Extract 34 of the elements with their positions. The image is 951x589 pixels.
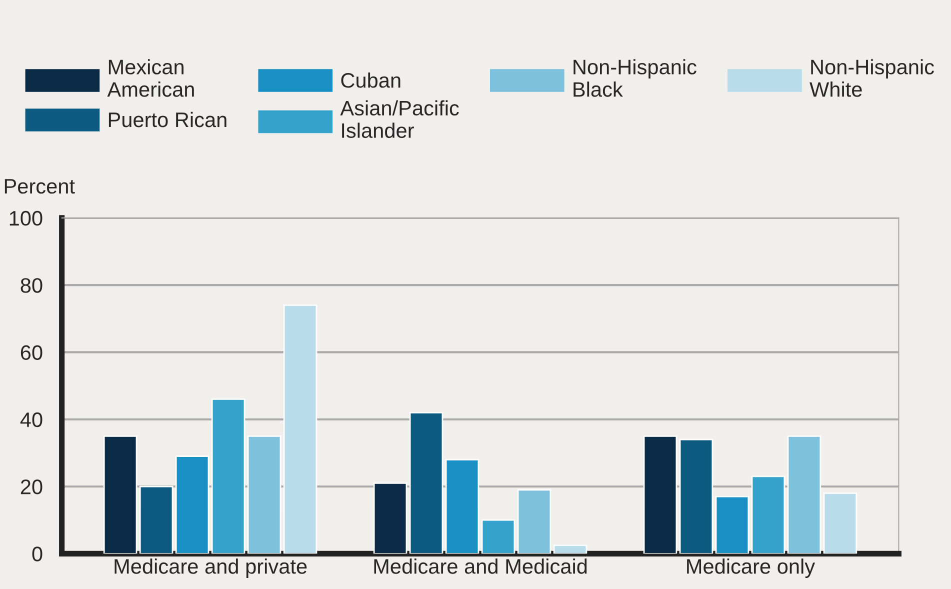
y-tick-label: 60 [20, 345, 42, 360]
legend-label: Asian/Pacific Islander [340, 100, 459, 138]
y-tick-label: 0 [32, 546, 42, 562]
bar [283, 304, 318, 554]
legend-label: Non-Hispanic Black [574, 59, 696, 97]
legend-label: Puerto Rican [108, 112, 226, 128]
y-tick-label: 100 [10, 210, 42, 226]
y-tick-label: 20 [20, 480, 42, 494]
bar [643, 435, 678, 554]
bar [553, 544, 588, 554]
bar [517, 489, 552, 554]
bar [481, 519, 516, 554]
y-tick-label: 80 [20, 278, 42, 293]
y-tick-label: 40 [20, 412, 42, 428]
x-tick-label: Medicare and Medicaid [374, 558, 587, 574]
x-tick-label: Medicare and private [114, 558, 307, 578]
bar [373, 482, 408, 554]
bar [679, 438, 714, 554]
bar [139, 486, 174, 554]
bar [103, 435, 138, 554]
bar [247, 435, 282, 554]
legend-label: Cuban [341, 72, 400, 88]
legend-label: Mexican American [107, 59, 194, 97]
bar [715, 496, 750, 554]
bar [409, 412, 444, 554]
legend-label: Non-Hispanic White [810, 59, 934, 97]
bar [175, 456, 210, 554]
bar [211, 398, 246, 554]
y-axis-title: Percent [4, 179, 75, 194]
bar [787, 435, 822, 554]
bar [445, 458, 480, 554]
x-tick-label: Medicare only [687, 558, 816, 578]
bar [823, 492, 858, 554]
bar [751, 476, 786, 554]
